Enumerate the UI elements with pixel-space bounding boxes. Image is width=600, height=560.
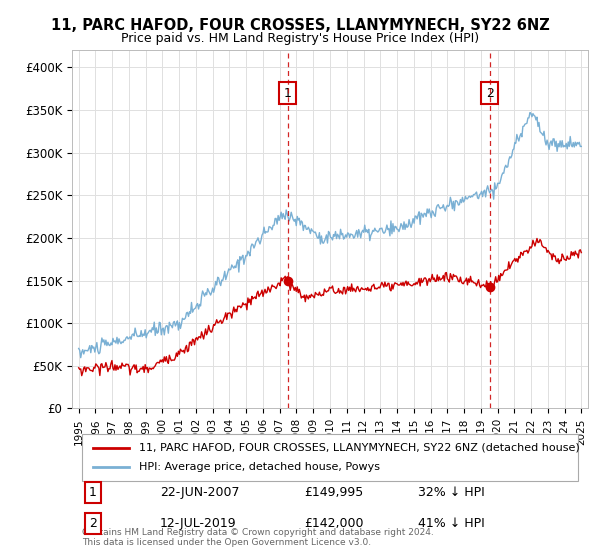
FancyBboxPatch shape [82,433,578,482]
Text: 1: 1 [89,486,97,499]
Text: 1: 1 [284,86,292,100]
Text: 2: 2 [486,86,494,100]
Text: 32% ↓ HPI: 32% ↓ HPI [418,486,484,499]
Text: Price paid vs. HM Land Registry's House Price Index (HPI): Price paid vs. HM Land Registry's House … [121,31,479,45]
Text: 41% ↓ HPI: 41% ↓ HPI [418,517,484,530]
Text: 11, PARC HAFOD, FOUR CROSSES, LLANYMYNECH, SY22 6NZ (detached house): 11, PARC HAFOD, FOUR CROSSES, LLANYMYNEC… [139,443,580,452]
Text: 22-JUN-2007: 22-JUN-2007 [160,486,239,499]
Text: £142,000: £142,000 [304,517,364,530]
Text: 11, PARC HAFOD, FOUR CROSSES, LLANYMYNECH, SY22 6NZ: 11, PARC HAFOD, FOUR CROSSES, LLANYMYNEC… [50,18,550,32]
Text: 12-JUL-2019: 12-JUL-2019 [160,517,236,530]
Text: £149,995: £149,995 [304,486,364,499]
Text: HPI: Average price, detached house, Powys: HPI: Average price, detached house, Powy… [139,463,380,473]
Text: Contains HM Land Registry data © Crown copyright and database right 2024.
This d: Contains HM Land Registry data © Crown c… [82,528,434,547]
Text: 2: 2 [89,517,97,530]
